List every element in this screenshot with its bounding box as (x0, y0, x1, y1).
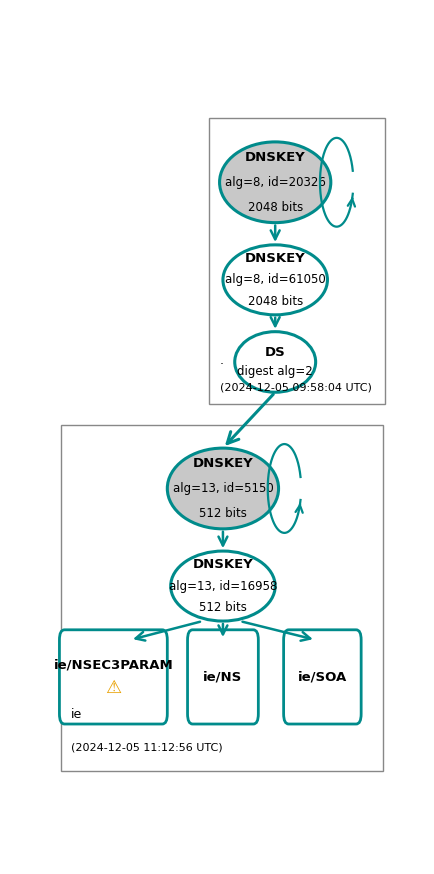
Text: ie/NS: ie/NS (203, 670, 242, 683)
Text: alg=8, id=61050: alg=8, id=61050 (224, 274, 325, 287)
Text: DNSKEY: DNSKEY (244, 252, 305, 265)
Text: (2024-12-05 11:12:56 UTC): (2024-12-05 11:12:56 UTC) (71, 742, 222, 753)
Text: DNSKEY: DNSKEY (244, 150, 305, 163)
Text: alg=13, id=16958: alg=13, id=16958 (168, 579, 276, 593)
Text: DS: DS (264, 346, 285, 359)
FancyBboxPatch shape (209, 118, 384, 405)
Text: (2024-12-05 09:58:04 UTC): (2024-12-05 09:58:04 UTC) (219, 382, 371, 392)
Ellipse shape (234, 331, 315, 392)
Text: digest alg=2: digest alg=2 (237, 364, 312, 378)
FancyBboxPatch shape (59, 630, 167, 724)
Text: alg=8, id=20326: alg=8, id=20326 (224, 176, 325, 189)
Text: ie: ie (71, 708, 82, 721)
Text: ⚠: ⚠ (105, 679, 121, 697)
Ellipse shape (167, 448, 278, 529)
Text: DNSKEY: DNSKEY (192, 558, 253, 571)
Ellipse shape (223, 245, 327, 315)
FancyBboxPatch shape (61, 425, 382, 771)
Text: alg=13, id=5150: alg=13, id=5150 (172, 482, 273, 495)
FancyBboxPatch shape (187, 630, 258, 724)
Ellipse shape (219, 142, 330, 223)
Ellipse shape (170, 551, 275, 621)
Text: ie/SOA: ie/SOA (297, 670, 346, 683)
Text: 512 bits: 512 bits (198, 601, 247, 614)
Text: ie/NSEC3PARAM: ie/NSEC3PARAM (53, 659, 173, 672)
Text: DNSKEY: DNSKEY (192, 457, 253, 470)
Text: 2048 bits: 2048 bits (247, 295, 302, 308)
Text: 512 bits: 512 bits (198, 507, 247, 520)
Text: .: . (219, 354, 223, 367)
Text: 2048 bits: 2048 bits (247, 201, 302, 214)
FancyBboxPatch shape (283, 630, 360, 724)
